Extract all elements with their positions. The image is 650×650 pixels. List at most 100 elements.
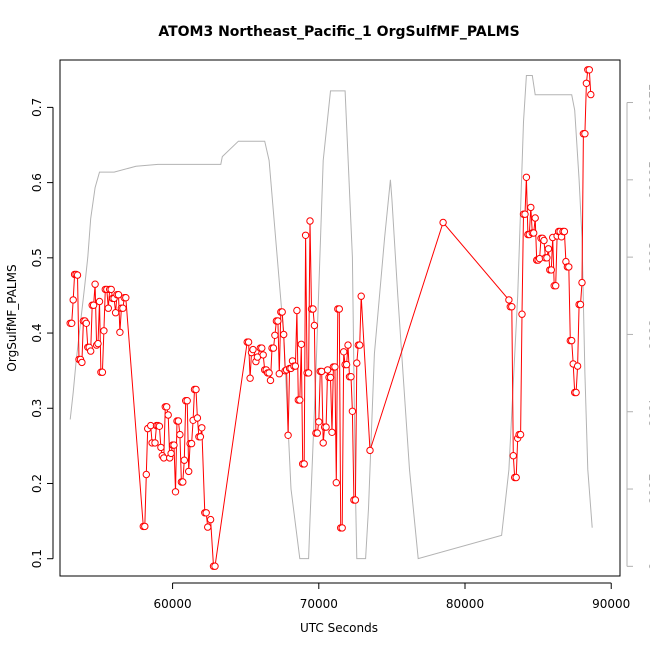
- data-point: [89, 301, 98, 309]
- data-point: [202, 509, 210, 517]
- data-point: [509, 452, 517, 460]
- data-point: [192, 385, 200, 394]
- data-point: [309, 305, 317, 313]
- data-point: [176, 430, 184, 439]
- data-point: [211, 562, 219, 570]
- data-point: [258, 344, 266, 352]
- data-point: [278, 308, 286, 316]
- data-point: [540, 236, 548, 245]
- data-point: [560, 227, 569, 236]
- y-tick-label: 0.5: [30, 248, 44, 267]
- data-point: [323, 366, 332, 374]
- data-point: [122, 294, 130, 302]
- data-point: [87, 347, 95, 355]
- y-tick-label: 0.6: [30, 173, 44, 192]
- y-tick-label: 0.2: [30, 474, 44, 493]
- y-axis-label: OrgSulfMF_PALMS: [5, 264, 19, 371]
- data-point: [174, 417, 183, 425]
- plot-frame: [59, 59, 621, 577]
- data-point: [357, 292, 365, 300]
- x-tick-label: 60000: [153, 597, 191, 611]
- data-point: [322, 423, 330, 431]
- x-tick-label: 90000: [592, 597, 630, 611]
- data-point: [332, 479, 340, 487]
- data-point: [204, 523, 212, 531]
- data-point: [179, 478, 187, 486]
- y2-tick-label: 2000: [646, 474, 650, 505]
- data-point: [338, 524, 346, 532]
- data-point: [313, 429, 321, 437]
- data-point: [296, 396, 304, 404]
- data-point: [348, 407, 357, 415]
- data-point: [544, 245, 553, 253]
- data-point: [164, 411, 172, 419]
- data-point: [516, 430, 525, 439]
- data-point: [572, 388, 580, 397]
- data-point: [356, 341, 364, 349]
- data-point: [163, 403, 171, 411]
- data-point: [293, 306, 301, 315]
- data-point: [568, 336, 576, 345]
- data-point: [522, 173, 531, 182]
- data-point: [344, 341, 352, 349]
- data-point: [249, 345, 257, 354]
- data-point: [512, 473, 520, 482]
- data-point: [319, 439, 327, 447]
- data-point: [95, 297, 104, 306]
- x-tick-label: 80000: [446, 597, 484, 611]
- data-point: [104, 304, 113, 312]
- data-point: [69, 296, 77, 304]
- plot-area: 60000 70000 80000 900000.10.20.30.40.50.60.…: [30, 59, 650, 611]
- data-point: [142, 470, 151, 479]
- data-point: [78, 358, 86, 367]
- data-point: [167, 449, 175, 458]
- data-point: [573, 362, 582, 370]
- data-point: [518, 310, 526, 318]
- data-point: [98, 368, 107, 376]
- data-point: [306, 217, 314, 225]
- x-tick-label: 70000: [300, 597, 338, 611]
- data-point: [530, 229, 538, 237]
- data-point: [244, 338, 253, 346]
- data-point: [246, 374, 254, 382]
- data-point: [116, 328, 124, 336]
- data-point: [151, 439, 159, 447]
- data-point: [141, 522, 149, 531]
- data-point: [259, 351, 267, 359]
- y2-tick-label: 10000: [646, 161, 650, 199]
- y2-tick-label: 4000: [646, 396, 650, 427]
- data-point: [68, 319, 76, 327]
- data-point: [335, 305, 343, 313]
- data-point: [366, 446, 374, 455]
- data-point: [342, 360, 351, 369]
- data-point: [304, 369, 313, 377]
- data-point: [315, 418, 323, 426]
- data-point: [170, 441, 178, 449]
- data-point: [269, 344, 278, 352]
- data-point: [274, 317, 282, 325]
- data-point: [300, 460, 308, 468]
- data-point: [266, 376, 275, 385]
- data-point: [353, 359, 361, 367]
- secondary-series-line: [69, 75, 593, 560]
- data-point: [543, 254, 551, 262]
- data-point: [565, 263, 573, 271]
- data-point: [527, 203, 535, 212]
- data-point: [119, 304, 127, 312]
- y-tick-label: 0.1: [30, 549, 44, 568]
- y2-tick-label: 8000: [646, 242, 650, 273]
- y2-tick-label: 12000: [646, 83, 650, 121]
- y2-tick-label: 6000: [646, 319, 650, 350]
- y2-tick-label: 0: [646, 563, 650, 571]
- data-point: [521, 210, 529, 218]
- data-point: [582, 79, 591, 88]
- data-point: [187, 439, 196, 448]
- data-point: [439, 218, 447, 227]
- data-point: [275, 370, 283, 378]
- data-point: [331, 363, 339, 371]
- data-point: [114, 291, 123, 299]
- data-point: [280, 330, 288, 339]
- data-point: [291, 362, 300, 370]
